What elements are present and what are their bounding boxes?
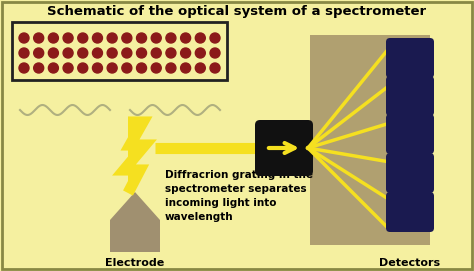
Circle shape xyxy=(63,33,73,43)
Circle shape xyxy=(78,48,88,58)
Polygon shape xyxy=(110,192,160,252)
Circle shape xyxy=(137,63,146,73)
Circle shape xyxy=(151,48,161,58)
Circle shape xyxy=(195,63,205,73)
Polygon shape xyxy=(124,122,145,193)
FancyBboxPatch shape xyxy=(255,120,313,176)
Circle shape xyxy=(151,63,161,73)
Circle shape xyxy=(181,63,191,73)
Text: Electrode: Electrode xyxy=(105,258,164,268)
Circle shape xyxy=(48,63,58,73)
Circle shape xyxy=(122,48,132,58)
Circle shape xyxy=(122,63,132,73)
Circle shape xyxy=(181,33,191,43)
Circle shape xyxy=(63,48,73,58)
Text: Detectors: Detectors xyxy=(380,258,440,268)
Circle shape xyxy=(92,48,102,58)
Circle shape xyxy=(137,33,146,43)
Circle shape xyxy=(19,33,29,43)
Circle shape xyxy=(92,63,102,73)
Circle shape xyxy=(166,33,176,43)
Circle shape xyxy=(107,48,117,58)
Circle shape xyxy=(166,63,176,73)
Circle shape xyxy=(137,48,146,58)
Circle shape xyxy=(92,33,102,43)
Circle shape xyxy=(166,48,176,58)
Circle shape xyxy=(107,63,117,73)
Circle shape xyxy=(19,48,29,58)
Circle shape xyxy=(48,48,58,58)
Circle shape xyxy=(34,48,44,58)
Circle shape xyxy=(107,33,117,43)
FancyBboxPatch shape xyxy=(386,153,434,193)
Circle shape xyxy=(181,48,191,58)
FancyBboxPatch shape xyxy=(386,114,434,154)
Circle shape xyxy=(151,33,161,43)
Bar xyxy=(12,22,227,80)
Circle shape xyxy=(19,63,29,73)
Circle shape xyxy=(48,33,58,43)
Circle shape xyxy=(78,63,88,73)
Circle shape xyxy=(210,33,220,43)
FancyBboxPatch shape xyxy=(386,38,434,78)
Circle shape xyxy=(63,63,73,73)
Circle shape xyxy=(78,33,88,43)
Text: Schematic of the optical system of a spectrometer: Schematic of the optical system of a spe… xyxy=(47,5,427,18)
Circle shape xyxy=(210,63,220,73)
Circle shape xyxy=(34,33,44,43)
Circle shape xyxy=(210,48,220,58)
Bar xyxy=(310,35,430,245)
FancyBboxPatch shape xyxy=(386,76,434,116)
Text: Diffracrion grating in the
spectrometer separates
incoming light into
wavelength: Diffracrion grating in the spectrometer … xyxy=(165,170,313,222)
FancyBboxPatch shape xyxy=(2,2,472,269)
Circle shape xyxy=(34,63,44,73)
Circle shape xyxy=(195,33,205,43)
Circle shape xyxy=(195,48,205,58)
FancyBboxPatch shape xyxy=(386,192,434,232)
Circle shape xyxy=(122,33,132,43)
